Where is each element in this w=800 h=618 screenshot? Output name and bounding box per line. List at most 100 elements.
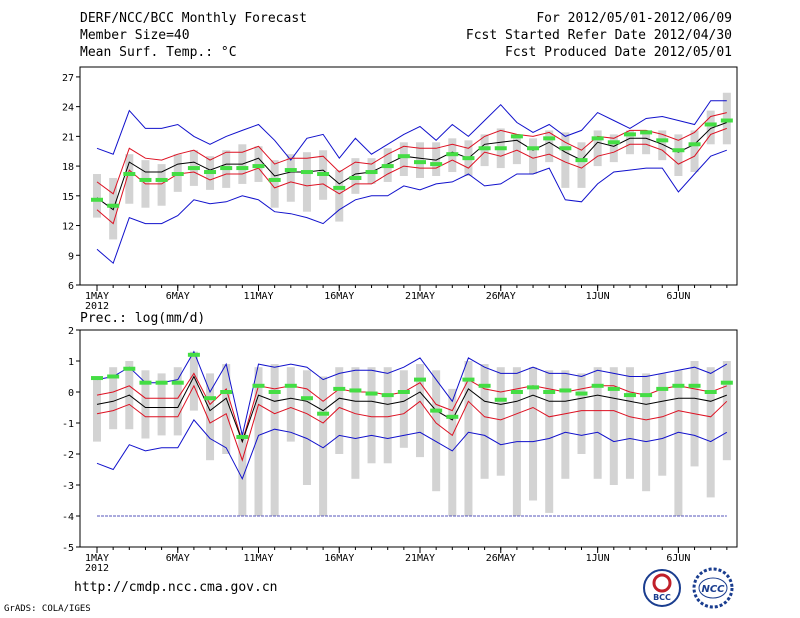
observed-mark (478, 146, 491, 151)
box-bar (561, 132, 570, 188)
observed-mark (333, 386, 346, 391)
y-tick-label: -3 (62, 481, 74, 492)
ensemble-mean-line (96, 122, 727, 211)
observed-mark (91, 197, 103, 202)
box-bar (706, 367, 715, 498)
x-tick-label: 6MAY (166, 291, 190, 302)
y-tick-label: 6 (68, 281, 74, 292)
header-left: DERF/NCC/BCC Monthly Forecast Member Siz… (80, 10, 307, 61)
box-bar (173, 367, 182, 436)
observed-mark (446, 414, 459, 419)
observed-mark (317, 172, 330, 177)
grads-credit: GrADS: COLA/IGES (4, 604, 91, 614)
observed-mark (252, 164, 265, 169)
chart-title: DERF/NCC/BCC Monthly Forecast (80, 11, 307, 26)
x-tick-label: 6JUN (666, 553, 690, 564)
ncc-logo (692, 567, 734, 609)
minus-sd-line (96, 127, 727, 225)
observed-mark (187, 166, 200, 171)
box-bar (238, 432, 247, 516)
box-bar (690, 130, 699, 173)
y-tick-label: 21 (62, 132, 74, 143)
y-tick-label: -4 (62, 512, 74, 523)
box-bar (302, 370, 311, 485)
plot-frame (79, 66, 738, 286)
bcc-logo-swirl-icon (652, 573, 672, 593)
y-tick-label: 0 (68, 388, 74, 399)
observed-mark (139, 380, 152, 385)
observed-mark (220, 390, 233, 394)
box-bar (416, 364, 424, 458)
observed-mark (446, 152, 459, 157)
box-bar (658, 373, 667, 476)
y-tick-label: 27 (62, 73, 74, 84)
observed-mark (107, 203, 120, 208)
observed-mark (462, 377, 475, 382)
y-tick-label: -5 (62, 543, 74, 554)
box-bar (658, 130, 667, 161)
box-bar (157, 373, 166, 436)
observed-mark (300, 170, 313, 175)
min-line (96, 149, 727, 265)
observed-mark (123, 366, 136, 371)
box-bar (367, 367, 376, 464)
source-url[interactable]: http://cmdp.ncc.cma.gov.cn (74, 580, 278, 595)
y-tick-label: 24 (62, 103, 74, 114)
observed-mark (365, 391, 378, 396)
observed-mark (155, 177, 168, 182)
observed-mark (204, 170, 217, 175)
observed-mark (623, 132, 636, 137)
observed-mark (559, 146, 572, 151)
observed-mark (640, 130, 653, 135)
box-bar (432, 370, 441, 492)
observed-mark (107, 374, 120, 379)
min-line (96, 419, 728, 481)
member-size: Member Size=40 (80, 28, 190, 43)
observed-mark (575, 391, 588, 396)
box-bar (109, 367, 118, 430)
forecast-period: For 2012/05/01-2012/06/09 (536, 11, 732, 26)
observed-mark (397, 154, 410, 159)
box-bar (206, 373, 215, 461)
box-bar (254, 367, 263, 516)
observed-mark (300, 396, 313, 401)
max-line (96, 350, 728, 436)
x-tick-label: 21MAY (405, 291, 435, 302)
box-bar (383, 367, 392, 464)
ncc-logo-text: NCC (701, 584, 725, 595)
x-tick-label: 11MAY (243, 291, 273, 302)
observed-mark (510, 390, 523, 394)
x-year-label: 2012 (85, 301, 109, 312)
ncc-logo-globe-icon (698, 577, 728, 599)
box-bar (319, 376, 328, 516)
box-bar (448, 388, 457, 516)
observed-mark (220, 166, 233, 171)
observed-mark (123, 172, 136, 177)
observed-mark (704, 390, 717, 394)
observed-mark (527, 146, 540, 151)
plot-frame (79, 329, 738, 548)
box-bar (625, 130, 634, 155)
box-bar (577, 373, 586, 454)
x-tick-label: 1MAY (85, 553, 109, 564)
plus-sd-line (96, 372, 727, 444)
box-bar (722, 361, 731, 461)
box-bar (399, 370, 408, 448)
x-tick-label: 6MAY (166, 553, 190, 564)
observed-mark (672, 383, 685, 388)
observed-mark (656, 138, 669, 143)
observed-mark (494, 146, 507, 151)
observed-mark (236, 166, 249, 171)
observed-mark (430, 162, 443, 167)
observed-mark (268, 390, 281, 394)
box-bar (706, 110, 715, 145)
box-bar (577, 142, 586, 188)
box-bar (609, 134, 618, 163)
observed-mark (252, 383, 265, 388)
observed-mark (462, 156, 475, 161)
box-bar (399, 142, 408, 176)
observed-mark (527, 385, 540, 390)
observed-mark (510, 134, 523, 139)
observed-mark (688, 383, 701, 388)
